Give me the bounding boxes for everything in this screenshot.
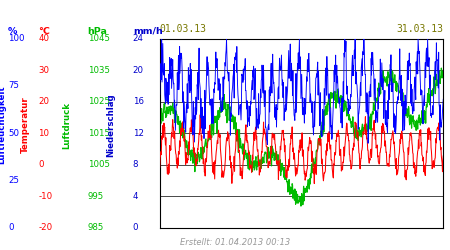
Text: 1015: 1015	[88, 128, 110, 138]
Text: 1035: 1035	[88, 66, 110, 75]
Text: 12: 12	[133, 128, 144, 138]
Text: Erstellt: 01.04.2013 00:13: Erstellt: 01.04.2013 00:13	[180, 238, 290, 247]
Text: 16: 16	[133, 97, 144, 106]
Text: 75: 75	[8, 82, 19, 90]
Text: 10: 10	[38, 128, 49, 138]
Text: -10: -10	[38, 192, 52, 200]
Text: 25: 25	[8, 176, 19, 185]
Text: 30: 30	[38, 66, 49, 75]
Text: 20: 20	[38, 97, 49, 106]
Text: Luftfeuchtigkeit: Luftfeuchtigkeit	[0, 86, 6, 164]
Text: 50: 50	[8, 128, 19, 138]
Text: 1025: 1025	[88, 97, 110, 106]
Text: 1005: 1005	[88, 160, 110, 169]
Text: 995: 995	[88, 192, 104, 200]
Text: 40: 40	[38, 34, 49, 43]
Text: 1045: 1045	[88, 34, 110, 43]
Text: mm/h: mm/h	[133, 27, 162, 36]
Text: 0: 0	[133, 223, 138, 232]
Text: 985: 985	[88, 223, 104, 232]
Text: 8: 8	[133, 160, 138, 169]
Text: Luftdruck: Luftdruck	[62, 102, 71, 148]
Text: hPa: hPa	[88, 27, 108, 36]
Text: 01.03.13: 01.03.13	[160, 24, 207, 34]
Text: 31.03.13: 31.03.13	[396, 24, 443, 34]
Text: °C: °C	[38, 27, 50, 36]
Text: 24: 24	[133, 34, 144, 43]
Text: -20: -20	[38, 223, 52, 232]
Text: Niederschlag: Niederschlag	[106, 93, 115, 157]
Text: Temperatur: Temperatur	[21, 96, 30, 153]
Text: %: %	[8, 27, 18, 36]
Text: 4: 4	[133, 192, 138, 200]
Text: 20: 20	[133, 66, 144, 75]
Text: 0: 0	[38, 160, 44, 169]
Text: 0: 0	[8, 223, 14, 232]
Text: 100: 100	[8, 34, 25, 43]
